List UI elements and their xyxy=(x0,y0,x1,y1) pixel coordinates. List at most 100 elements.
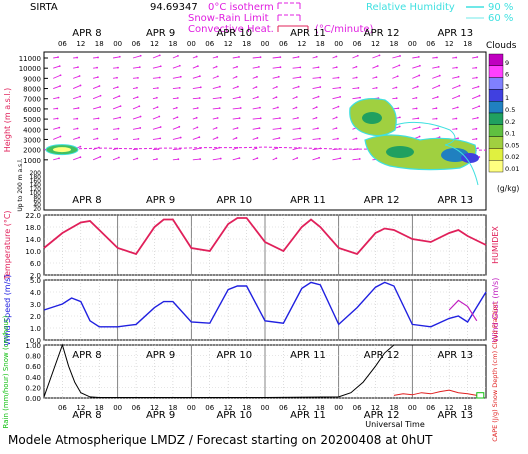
colorbar-level-4: 0.5 xyxy=(505,106,515,114)
cloud-ytick-6000: 6000 xyxy=(23,106,41,114)
wind-arrowhead-4-17 xyxy=(399,117,401,119)
wind-arrowhead-4-3 xyxy=(119,117,121,119)
wind-arrowhead-7-20 xyxy=(459,85,461,87)
wind-arrowhead-10-13 xyxy=(316,56,318,58)
colorbar-level-3: 1 xyxy=(505,94,509,102)
wind-arrowhead-2-2 xyxy=(97,138,99,140)
rain-bottom-hour-4-1: 12 xyxy=(371,404,380,412)
wind-arrowhead-4-19 xyxy=(436,118,438,120)
cloud-top-hour-5-2: 18 xyxy=(463,40,472,48)
cloud-top-hour-1-0: 06 xyxy=(132,40,141,48)
rain-bottom-hour-4-2: 18 xyxy=(389,404,398,412)
wind-arrowhead-3-13 xyxy=(317,127,319,129)
wind-arrowhead-4-6 xyxy=(177,116,179,118)
wind-arrowhead-6-4 xyxy=(137,96,139,98)
colorbar-level-6: 0.1 xyxy=(505,130,515,138)
wind-ytick-4.0: 4.0 xyxy=(30,289,41,297)
wind-arrowhead-3-20 xyxy=(456,128,458,130)
cloud-top-hour-5-0: 06 xyxy=(426,40,435,48)
temperature-ytick-22.0: 22.0 xyxy=(25,212,41,220)
wind-arrowhead-8-15 xyxy=(356,77,358,79)
rh-legend-label: Relative Humidity xyxy=(366,2,455,13)
cloud-blob-apr12-lower-core xyxy=(386,146,414,158)
wind-arrowhead-3-0 xyxy=(58,127,60,129)
cloud-top-hour-3-1: 12 xyxy=(297,40,306,48)
wind-arrowhead-5-7 xyxy=(197,107,199,109)
wind-arrowhead-4-11 xyxy=(279,117,281,119)
wind-ytick-5.0: 5.0 xyxy=(30,277,41,285)
wind-arrowhead-8-8 xyxy=(217,75,219,77)
wind-arrowhead-5-0 xyxy=(56,108,58,110)
wind-arrowhead-10-21 xyxy=(476,56,478,58)
wind-ytick-3.0: 3.0 xyxy=(30,301,41,309)
cloud-top-hour-3-0: 06 xyxy=(279,40,288,48)
wind-arrowhead-9-20 xyxy=(456,67,458,69)
temperature-ylabel: Temperature (°C) xyxy=(3,210,12,280)
snow-rain-legend-bracket xyxy=(278,15,300,21)
cloud-ytick-4000: 4000 xyxy=(23,126,41,134)
wind-arrowhead-8-12 xyxy=(299,76,301,78)
wind-arrowhead-10-12 xyxy=(298,56,300,58)
wind-arrowhead-5-8 xyxy=(219,107,221,109)
colorbar-swatch-4 xyxy=(489,101,503,113)
snow-rain-legend-label: Snow-Rain Limit xyxy=(188,13,269,24)
wind-arrowhead-5-19 xyxy=(436,107,438,109)
wind-arrowhead-7-1 xyxy=(80,85,82,87)
wind-arrowhead-4-21 xyxy=(477,117,479,119)
colorbar-level-0: 9 xyxy=(505,59,509,67)
wind-arrowhead-3-6 xyxy=(178,126,180,128)
wind-arrowhead-6-7 xyxy=(199,97,201,99)
cloud-top-hour-2-3: 00 xyxy=(261,40,270,48)
temperature-ytick-18.0: 18.0 xyxy=(25,224,41,232)
rain-bottom-hour-1-1: 12 xyxy=(150,404,159,412)
wind-arrowhead-10-14 xyxy=(336,56,338,58)
wind-arrowhead-10-17 xyxy=(399,55,401,57)
wind-arrowhead-9-2 xyxy=(96,67,98,69)
wind-arrowhead-10-16 xyxy=(379,54,381,56)
wind-arrowhead-6-1 xyxy=(79,96,81,98)
rain-ylabel: Rain (mm/hour) Snow (cm/hour) xyxy=(2,315,10,428)
colorbar-level-1: 6 xyxy=(505,71,509,79)
wind-arrowhead-9-17 xyxy=(398,64,400,66)
cloud-ylabel-low: Up to 200 m a.s.l. xyxy=(17,158,24,211)
wind-arrowhead-2-4 xyxy=(138,138,140,140)
forecast-title: Modele Atmospherique LMDZ / Forecast sta… xyxy=(8,433,433,447)
wind-arrowhead-0-5 xyxy=(156,158,158,160)
wind-arrowhead-7-18 xyxy=(417,86,419,88)
rain-ytick-0.40: 0.40 xyxy=(25,374,41,382)
rain-top-day-4: APR 12 xyxy=(364,350,400,361)
wind-arrowhead-5-13 xyxy=(316,106,318,108)
colorbar-swatch-8 xyxy=(489,148,503,160)
wind-arrowhead-8-17 xyxy=(397,75,399,77)
wind-arrowhead-5-11 xyxy=(277,107,279,109)
wind-arrowhead-7-5 xyxy=(157,87,159,89)
wind-arrowhead-9-5 xyxy=(160,65,162,67)
station-label: SIRTA xyxy=(30,2,58,13)
wind-arrowhead-8-5 xyxy=(159,77,161,79)
wind-arrowhead-8-16 xyxy=(376,76,378,78)
wind-arrowhead-1-21 xyxy=(477,147,479,149)
rain-bottom-hour-5-0: 06 xyxy=(426,404,435,412)
wind-arrowhead-4-4 xyxy=(140,116,142,118)
cloud-top-day-3: APR 11 xyxy=(290,28,326,39)
cloud-ylabel: Height (m a.s.l.) xyxy=(3,88,12,153)
rain-bottom-hour-3-1: 12 xyxy=(297,404,306,412)
wind-arrowhead-3-14 xyxy=(336,127,338,129)
wind-arrowhead-4-9 xyxy=(239,117,241,119)
wind-arrowhead-7-11 xyxy=(276,86,278,88)
wind-arrowhead-0-13 xyxy=(318,157,320,159)
wind-arrowhead-10-2 xyxy=(97,57,99,59)
rh-high-label: 90 % xyxy=(488,2,513,13)
wind-arrowhead-0-11 xyxy=(275,157,277,159)
colorbar-level-2: 3 xyxy=(505,82,509,90)
cloud-ytick-9000: 9000 xyxy=(23,75,41,83)
wind-arrowhead-2-15 xyxy=(356,138,358,140)
rain-bottom-hour-3-3: 00 xyxy=(334,404,343,412)
wind-arrowhead-3-3 xyxy=(118,128,120,130)
wind-arrowhead-9-3 xyxy=(117,67,119,69)
cloud-top-hour-4-2: 18 xyxy=(389,40,398,48)
cloud-top-hour-3-3: 00 xyxy=(334,40,343,48)
wind-arrowhead-2-1 xyxy=(78,137,80,139)
rain-ytick-1.00: 1.00 xyxy=(25,342,41,350)
